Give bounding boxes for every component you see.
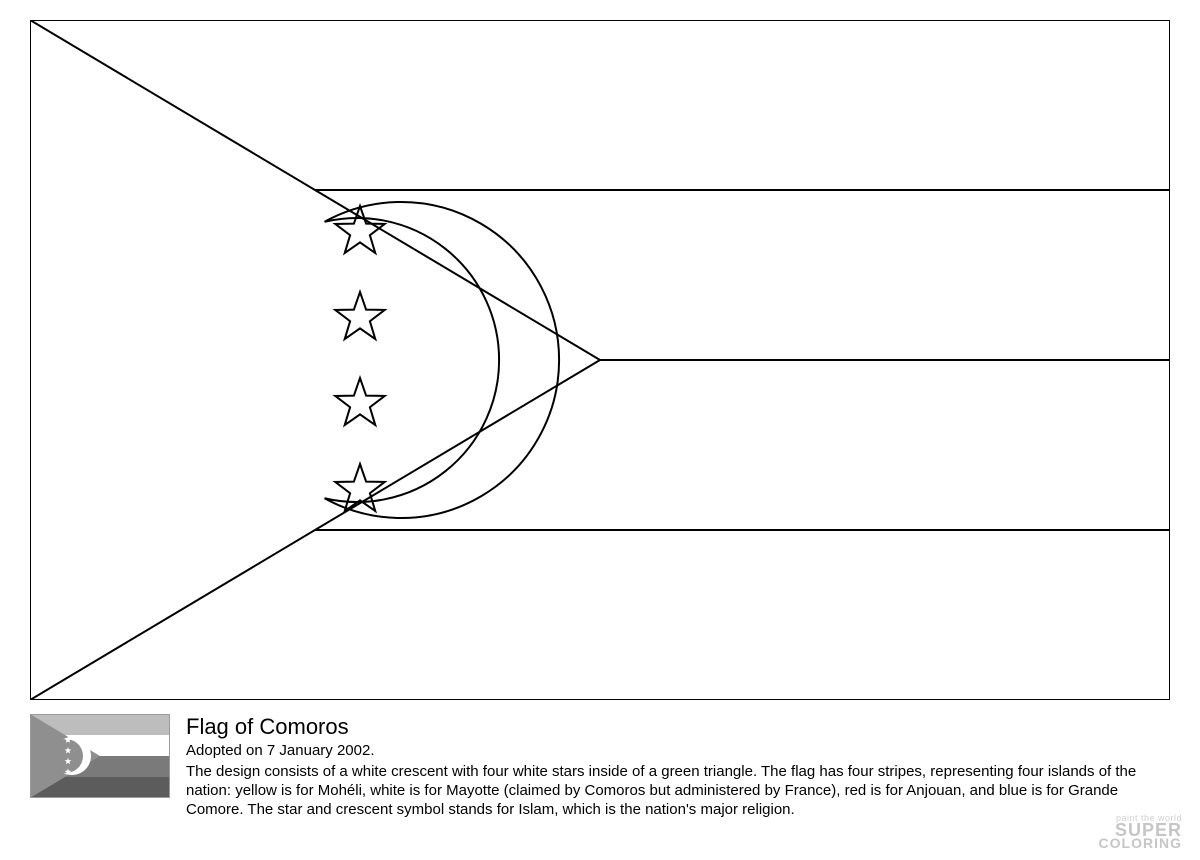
flag-adopted: Adopted on 7 January 2002. xyxy=(186,742,1170,759)
flag-thumbnail-svg xyxy=(30,714,170,798)
flag-outline-svg xyxy=(30,20,1170,700)
flag-title: Flag of Comoros xyxy=(186,714,1170,740)
flag-description: The design consists of a white crescent … xyxy=(186,763,1170,819)
flag-outline xyxy=(30,20,1170,700)
watermark-line3: COLORING xyxy=(1099,838,1182,850)
watermark: paint the world SUPER COLORING xyxy=(1099,815,1182,850)
flag-thumbnail xyxy=(30,714,170,798)
text-block: Flag of Comoros Adopted on 7 January 200… xyxy=(186,714,1170,819)
info-row: Flag of Comoros Adopted on 7 January 200… xyxy=(30,714,1170,819)
